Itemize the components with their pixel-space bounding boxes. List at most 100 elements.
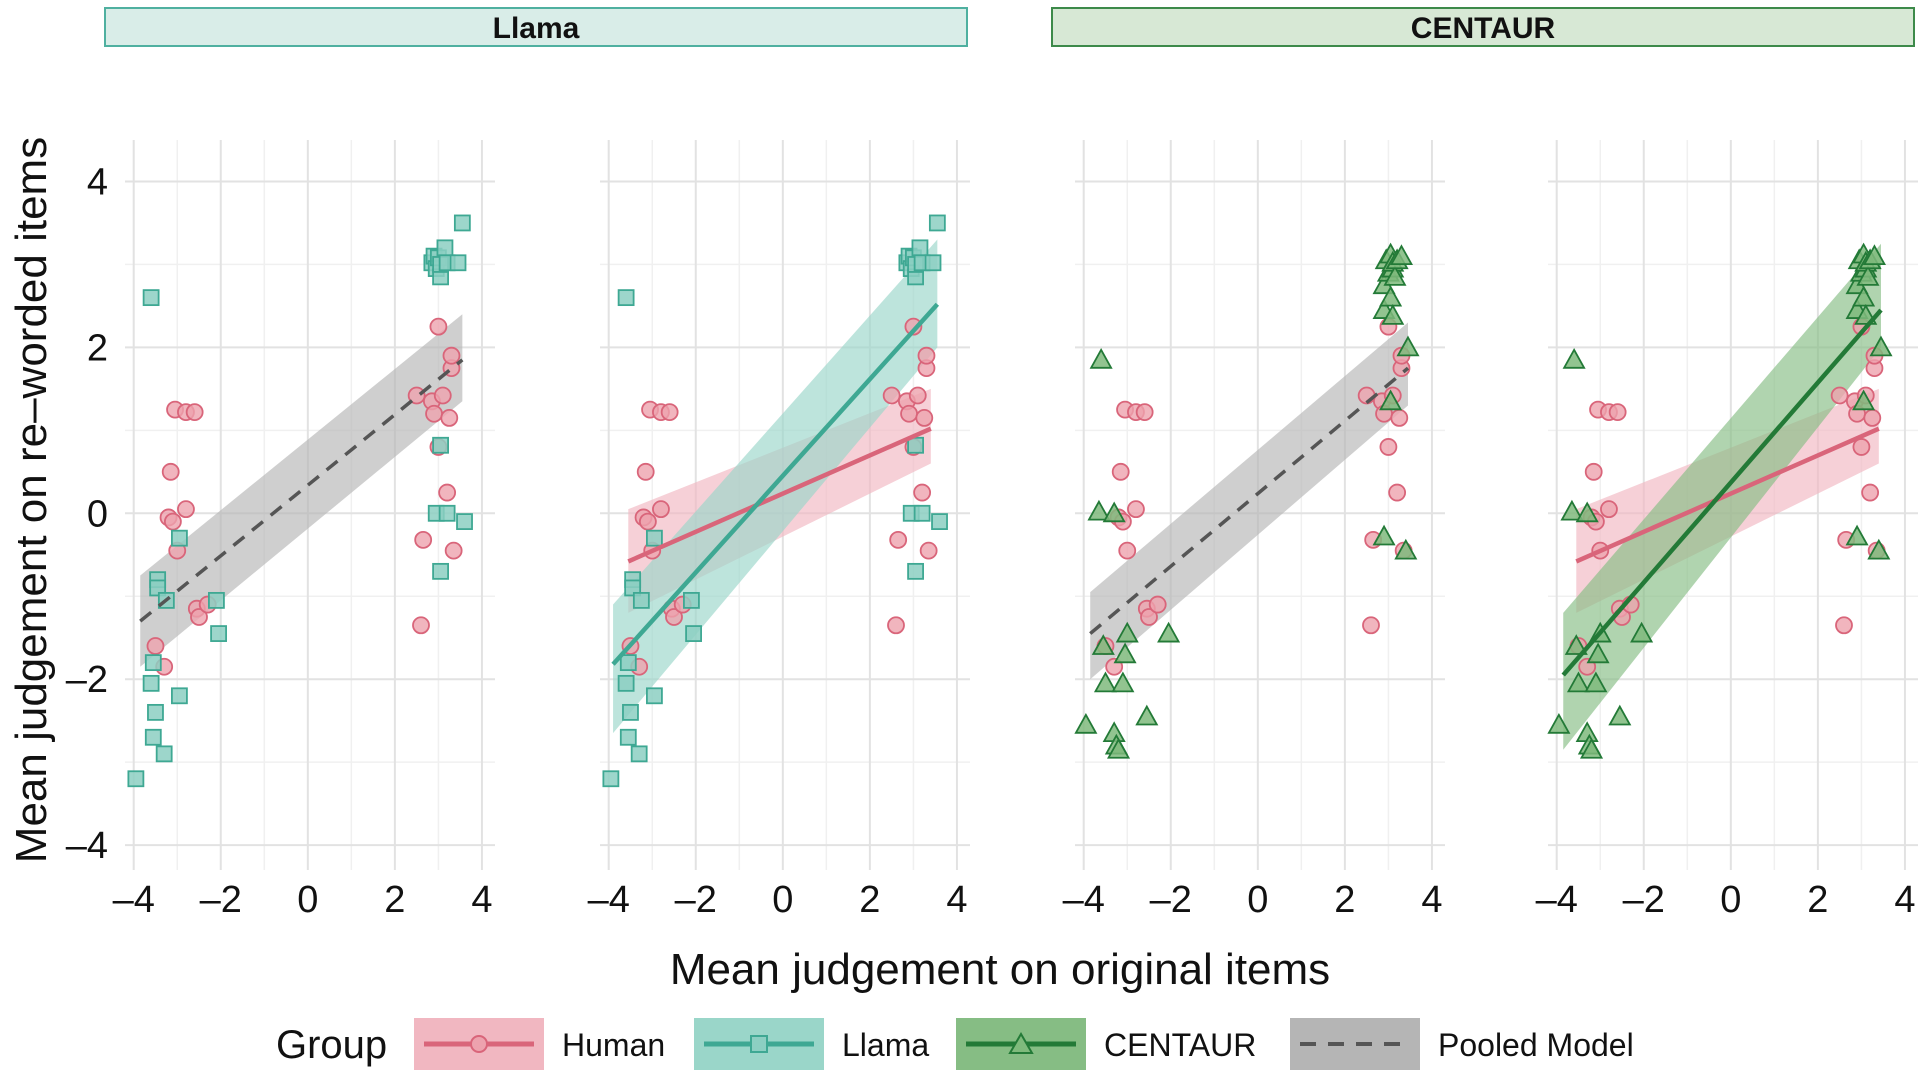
point-human	[1861, 483, 1880, 502]
point-human	[660, 403, 679, 421]
x-axis-title: Mean judgement on original items	[670, 945, 1330, 994]
point-human	[438, 483, 457, 502]
y-tick-label: –4	[66, 825, 108, 867]
point-human	[882, 386, 901, 405]
point-human	[915, 408, 934, 427]
point-centaur	[1379, 389, 1403, 411]
point-centaur	[1379, 285, 1403, 307]
point-llama	[449, 254, 467, 272]
point-centaur	[1381, 304, 1405, 325]
point-centaur	[1562, 347, 1586, 369]
series-centaur	[1547, 242, 1893, 759]
fit-band-pooled	[140, 314, 463, 667]
strip-llama: Llama	[104, 7, 968, 47]
point-llama	[646, 529, 663, 547]
point-centaur	[1102, 501, 1126, 523]
legend-label-pooled: Pooled Model	[1438, 1027, 1634, 1063]
point-llama	[147, 703, 164, 721]
point-centaur	[1113, 642, 1137, 664]
fit-line-llama	[611, 302, 940, 666]
x-tick-label: 4	[946, 879, 967, 921]
point-centaur	[1867, 538, 1891, 560]
x-tick-label: 4	[471, 879, 492, 921]
x-tick-label: –4	[588, 879, 630, 921]
legend-item-human: Human	[414, 1018, 665, 1070]
point-llama	[453, 214, 471, 232]
point-human	[444, 541, 463, 560]
point-llama	[911, 239, 929, 257]
fit-line-human	[627, 426, 932, 564]
point-centaur	[1389, 244, 1414, 266]
point-centaur	[1566, 671, 1591, 693]
series-centaur	[1074, 242, 1420, 759]
point-llama	[208, 591, 225, 609]
point-llama	[619, 728, 637, 746]
point-centaur	[1630, 621, 1654, 643]
point-centaur	[1135, 704, 1159, 726]
point-llama	[436, 239, 454, 257]
point-centaur	[1111, 671, 1135, 693]
x-tick-label: 2	[859, 879, 880, 921]
point-centaur	[1564, 634, 1588, 655]
point-llama	[171, 687, 188, 705]
point-human	[440, 408, 459, 427]
point-llama	[646, 687, 663, 705]
point-centaur	[1869, 335, 1893, 357]
point-human	[1140, 608, 1158, 626]
fit-band-pooled	[1090, 322, 1408, 680]
fit-line-pooled	[139, 358, 464, 623]
point-centaur	[1087, 499, 1111, 521]
point-human	[177, 500, 195, 519]
point-llama	[685, 625, 702, 642]
point-centaur	[1089, 347, 1113, 369]
legend-item-pooled: Pooled Model	[1290, 1018, 1634, 1070]
panels: –4 –2 0 2 4 –4 –2 0 2 4 –4 –2 0 2 4 –4 –2 0 2 4 –4 –2 0 2 4	[66, 140, 1918, 921]
point-llama	[683, 591, 700, 609]
point-human	[1835, 616, 1853, 635]
point-human	[638, 512, 657, 531]
point-human	[185, 403, 204, 421]
point-centaur	[1396, 335, 1420, 357]
point-llama	[127, 770, 145, 788]
point-human	[414, 530, 433, 549]
point-human	[908, 386, 927, 405]
point-human	[1111, 462, 1130, 481]
point-llama	[630, 745, 648, 763]
point-human	[146, 637, 165, 655]
point-human	[1118, 541, 1137, 560]
point-llama	[624, 579, 642, 597]
point-human	[1863, 408, 1882, 427]
panel-4: –4 –2 0 2 4	[1536, 140, 1918, 921]
y-axis-title: Mean judgement on re–worded items	[7, 137, 56, 863]
panel-2: –4 –2 0 2 4	[588, 140, 970, 921]
point-centaur	[1575, 501, 1599, 523]
strip-llama-box	[104, 7, 968, 47]
point-llama	[913, 504, 931, 522]
point-human	[1830, 386, 1849, 405]
point-human	[1600, 500, 1618, 519]
point-centaur	[1560, 499, 1584, 521]
strip-centaur: CENTAUR	[1051, 7, 1915, 47]
point-llama	[144, 728, 162, 746]
x-tick-label: 0	[297, 879, 318, 921]
point-llama	[149, 579, 167, 597]
point-llama	[907, 562, 924, 580]
point-human	[1379, 438, 1398, 456]
point-llama	[171, 529, 188, 547]
point-llama	[617, 289, 635, 307]
x-tick-label: 0	[772, 879, 793, 921]
point-human	[433, 386, 452, 405]
point-human	[917, 346, 936, 365]
point-human	[190, 608, 208, 626]
point-centaur	[1586, 642, 1610, 664]
point-human	[429, 317, 448, 336]
point-llama	[924, 254, 942, 272]
x-tick-label: 2	[1334, 879, 1355, 921]
point-centaur	[1856, 265, 1880, 286]
panel-1: –4 –2 0 2 4 –4 –2 0 2 4	[66, 140, 495, 921]
legend-item-llama: Llama	[694, 1018, 929, 1070]
strip-centaur-box	[1051, 7, 1915, 47]
x-tick-label: 4	[1894, 879, 1915, 921]
point-human	[163, 512, 182, 531]
